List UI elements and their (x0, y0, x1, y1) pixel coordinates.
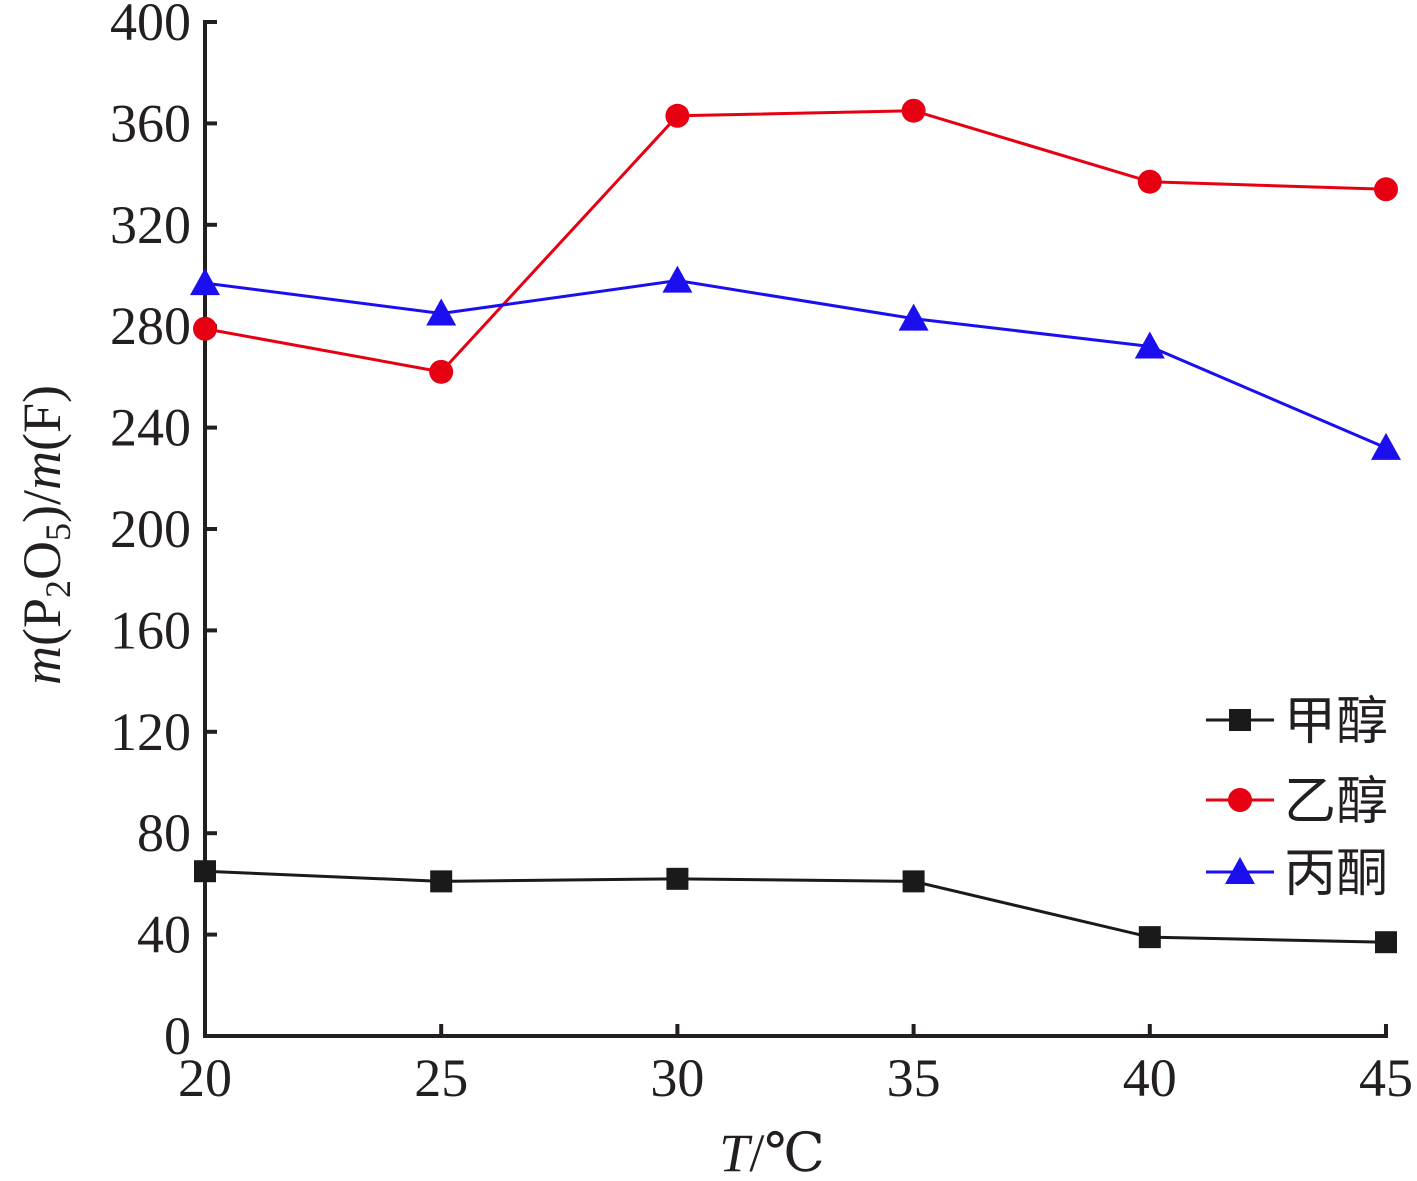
data-point (665, 103, 690, 128)
data-point (194, 860, 216, 883)
y-axis-title-tail: (F) (12, 385, 72, 451)
data-point (1375, 931, 1397, 954)
y-tick-label: 400 (110, 0, 191, 52)
data-point (1134, 331, 1165, 359)
data-point (662, 265, 693, 293)
data-point (430, 870, 453, 893)
y-tick-label: 0 (164, 1006, 191, 1066)
axes: 0 40 80 120 160 200 240 280 320 360 400 20 25 30 35 40 4… (110, 0, 1413, 1108)
y-tick-label: 360 (110, 93, 191, 153)
x-axis-title: T/℃ (719, 1123, 824, 1181)
legend-marker (1229, 709, 1251, 731)
data-point (902, 870, 925, 893)
data-point (193, 316, 217, 341)
y-tick-label: 280 (110, 296, 191, 356)
y-tick-label: 160 (110, 600, 191, 660)
legend-item: 甲醇 (1206, 692, 1388, 752)
legend-label: 丙酮 (1284, 844, 1388, 904)
series-line (204, 279, 1387, 450)
data-point (1137, 169, 1162, 194)
y-axis-title-m1: m (12, 646, 72, 685)
y-tick-label: 240 (110, 398, 191, 458)
y-tick-label: 80 (137, 803, 191, 863)
y-tick-label: 200 (110, 499, 191, 559)
x-tick-label: 30 (650, 1048, 704, 1108)
data-point (190, 268, 220, 296)
legend-label: 乙醇 (1284, 772, 1388, 832)
series-line (204, 109, 1387, 374)
legend-marker (1228, 788, 1252, 812)
x-tick-label: 20 (178, 1048, 232, 1108)
data-point (1374, 177, 1398, 202)
y-axis-title: m(P2O5)/m(F) (12, 385, 78, 685)
y-axis-title-open: (P (12, 598, 72, 646)
x-tick-label: 25 (414, 1048, 468, 1108)
x-tick-label: 40 (1123, 1048, 1177, 1108)
data-point (1138, 926, 1161, 949)
y-axis-title-sub2: 5 (38, 523, 78, 541)
data-point (429, 359, 454, 384)
series-group (190, 98, 1401, 954)
y-tick-label: 320 (110, 195, 191, 255)
legend-label: 甲醇 (1284, 692, 1388, 752)
series-2 (193, 98, 1398, 384)
data-point (898, 303, 929, 331)
legend-item: 丙酮 (1206, 844, 1388, 904)
y-axis-title-close: )/ (12, 490, 72, 523)
legend-marker (1225, 857, 1255, 884)
legend-item: 乙醇 (1206, 772, 1388, 832)
y-tick-label: 120 (110, 702, 191, 762)
x-tick-label: 35 (887, 1048, 941, 1108)
y-tick-label: 40 (137, 905, 191, 965)
data-point (666, 867, 689, 890)
data-point (1371, 432, 1401, 460)
data-point (426, 298, 457, 326)
y-axis-title-m2: m (12, 451, 72, 490)
data-point (901, 98, 926, 123)
series-line (204, 869, 1387, 944)
series-1 (194, 860, 1397, 954)
x-tick-label: 45 (1359, 1048, 1413, 1108)
y-axis-title-mid: O (12, 541, 72, 580)
y-axis-title-sub1: 2 (38, 580, 78, 598)
x-axis-title-unit: /℃ (749, 1123, 824, 1181)
x-axis-title-symbol: T (719, 1123, 753, 1181)
series-3 (190, 265, 1401, 460)
